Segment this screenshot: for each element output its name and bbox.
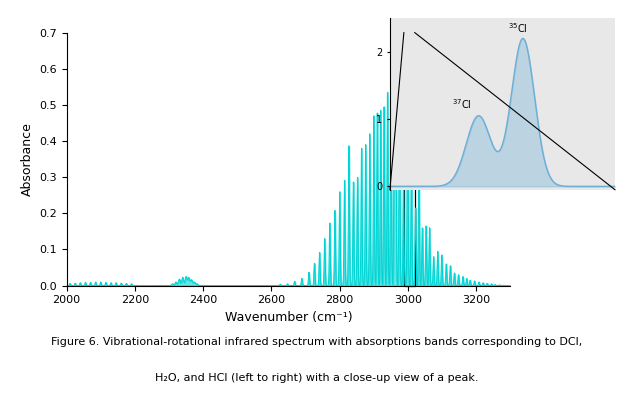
Bar bbox=[404, 33, 415, 286]
Text: $^{35}$Cl: $^{35}$Cl bbox=[508, 21, 528, 35]
Text: $^{37}$Cl: $^{37}$Cl bbox=[451, 97, 471, 111]
Y-axis label: Absorbance: Absorbance bbox=[20, 122, 34, 196]
Text: Figure 6. Vibrational-rotational infrared spectrum with absorptions bands corres: Figure 6. Vibrational-rotational infrare… bbox=[51, 337, 583, 347]
Text: H₂O, and HCl (left to right) with a close-up view of a peak.: H₂O, and HCl (left to right) with a clos… bbox=[155, 373, 479, 384]
X-axis label: Wavenumber (cm⁻¹): Wavenumber (cm⁻¹) bbox=[224, 311, 353, 324]
